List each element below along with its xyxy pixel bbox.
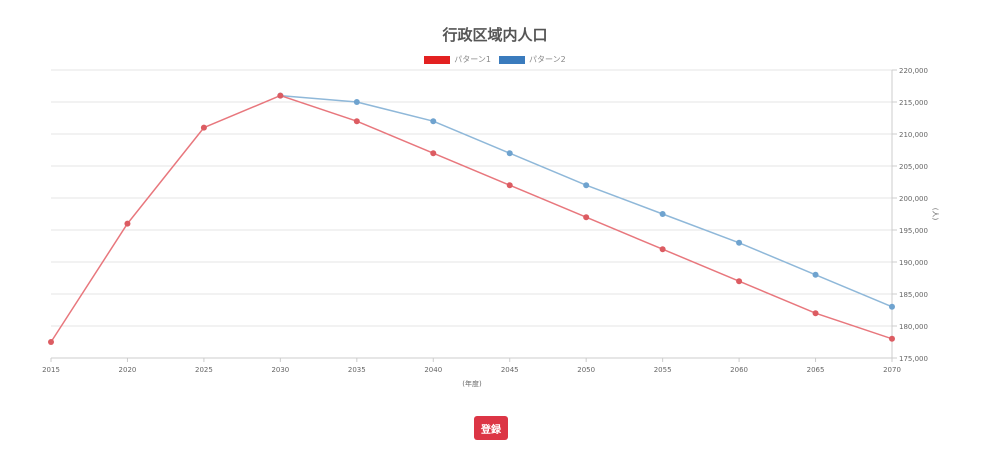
x-tick-label: 2045: [501, 366, 519, 374]
data-point-pattern2[interactable]: [506, 150, 513, 157]
x-tick-label: 2015: [42, 366, 60, 374]
y-tick-label: 215,000: [899, 99, 928, 107]
x-tick-label: 2055: [654, 366, 672, 374]
data-point-pattern1[interactable]: [200, 124, 207, 131]
y-tick-label: 180,000: [899, 323, 928, 331]
y-tick-label: 195,000: [899, 227, 928, 235]
legend-item-pattern1[interactable]: パターン1: [424, 54, 491, 65]
data-point-pattern2[interactable]: [889, 303, 895, 310]
x-tick-label: 2070: [883, 366, 901, 374]
register-button[interactable]: 登録: [474, 416, 508, 440]
x-tick-label: 2040: [424, 366, 442, 374]
x-tick-label: 2050: [577, 366, 595, 374]
x-tick-label: 2060: [730, 366, 748, 374]
axes: 175,000 180,000 185,000 190,000 195,000 200,0…: [42, 67, 928, 374]
y-axis-title: (人): [931, 208, 939, 221]
series-line-pattern1: [50, 94, 893, 343]
y-tick-label: 210,000: [899, 131, 928, 139]
x-tick-label: 2030: [271, 366, 289, 374]
y-tick-label: 205,000: [899, 163, 928, 171]
y-tick-label: 220,000: [899, 67, 928, 75]
data-point-pattern2[interactable]: [583, 182, 590, 189]
chart-title: 行政区域内人口: [442, 26, 548, 44]
legend-swatch-pattern2: [499, 55, 525, 64]
data-points: [48, 92, 895, 345]
data-point-pattern2[interactable]: [430, 118, 437, 125]
legend-item-pattern2[interactable]: パターン2: [499, 54, 566, 65]
x-axis-title: (年度): [462, 379, 482, 388]
data-point-pattern1[interactable]: [353, 118, 360, 125]
data-point-pattern1[interactable]: [124, 220, 131, 227]
legend-label-pattern2: パターン2: [529, 55, 566, 64]
data-point-pattern1[interactable]: [659, 246, 666, 253]
y-tick-label: 175,000: [899, 355, 928, 363]
data-point-pattern1[interactable]: [812, 310, 819, 317]
x-tick-label: 2020: [119, 366, 137, 374]
data-point-pattern1[interactable]: [430, 150, 437, 157]
grid-lines: [51, 69, 892, 359]
data-point-pattern1[interactable]: [583, 214, 590, 221]
data-point-pattern1[interactable]: [48, 339, 54, 345]
x-tick-label: 2035: [348, 366, 366, 374]
chart-legend: パターン1 パターン2: [0, 54, 990, 65]
data-point-pattern1[interactable]: [506, 182, 513, 189]
data-point-pattern1[interactable]: [889, 335, 895, 342]
x-tick-label: 2025: [195, 366, 213, 374]
legend-swatch-pattern1: [424, 55, 451, 64]
y-tick-label: 185,000: [899, 291, 928, 299]
y-tick-label: 190,000: [899, 259, 928, 267]
series-lines: [50, 94, 893, 343]
data-point-pattern2[interactable]: [659, 211, 666, 217]
data-point-pattern1[interactable]: [277, 92, 284, 99]
legend-label-pattern1: パターン1: [454, 55, 491, 64]
data-point-pattern2[interactable]: [812, 271, 819, 278]
x-tick-label: 2065: [807, 366, 825, 374]
data-point-pattern1[interactable]: [736, 278, 743, 285]
data-point-pattern2[interactable]: [736, 239, 743, 246]
y-tick-label: 200,000: [899, 195, 928, 203]
data-point-pattern2[interactable]: [353, 99, 360, 105]
